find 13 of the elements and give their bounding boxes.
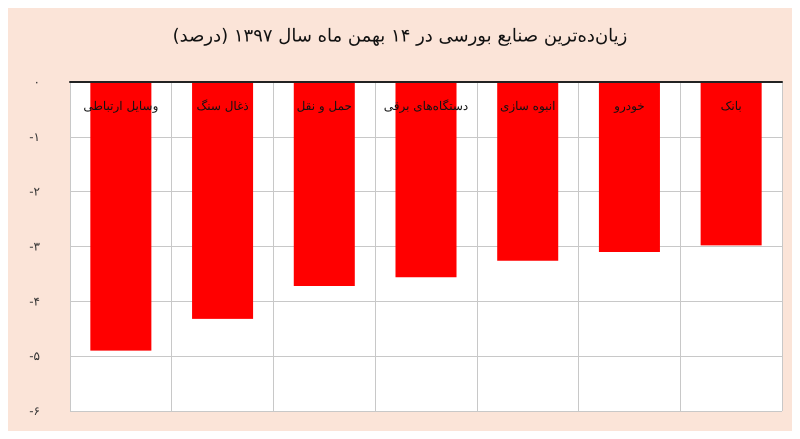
y-tick-label: -۲ bbox=[29, 184, 40, 199]
x-tick-label: خودرو bbox=[613, 99, 645, 113]
x-tick-label: بانک bbox=[720, 99, 742, 113]
y-tick-label: -۱ bbox=[29, 130, 40, 144]
chart-title: زیان‌ده‌ترین صنایع بورسی در ۱۴ بهمن ماه سال ۱۳۹۷ (درصد) bbox=[172, 26, 628, 46]
x-tick-label: حمل و نقل bbox=[296, 99, 352, 113]
y-tick-label: -۵ bbox=[29, 349, 40, 364]
y-tick-label: ۰ bbox=[34, 75, 40, 89]
x-tick-label: انبوه سازی bbox=[500, 99, 556, 113]
y-tick-label: -۶ bbox=[29, 404, 40, 418]
x-tick-label: ذغال سنگ bbox=[196, 99, 249, 113]
y-tick-label: -۳ bbox=[29, 240, 41, 254]
y-tick-label: -۴ bbox=[29, 294, 40, 308]
